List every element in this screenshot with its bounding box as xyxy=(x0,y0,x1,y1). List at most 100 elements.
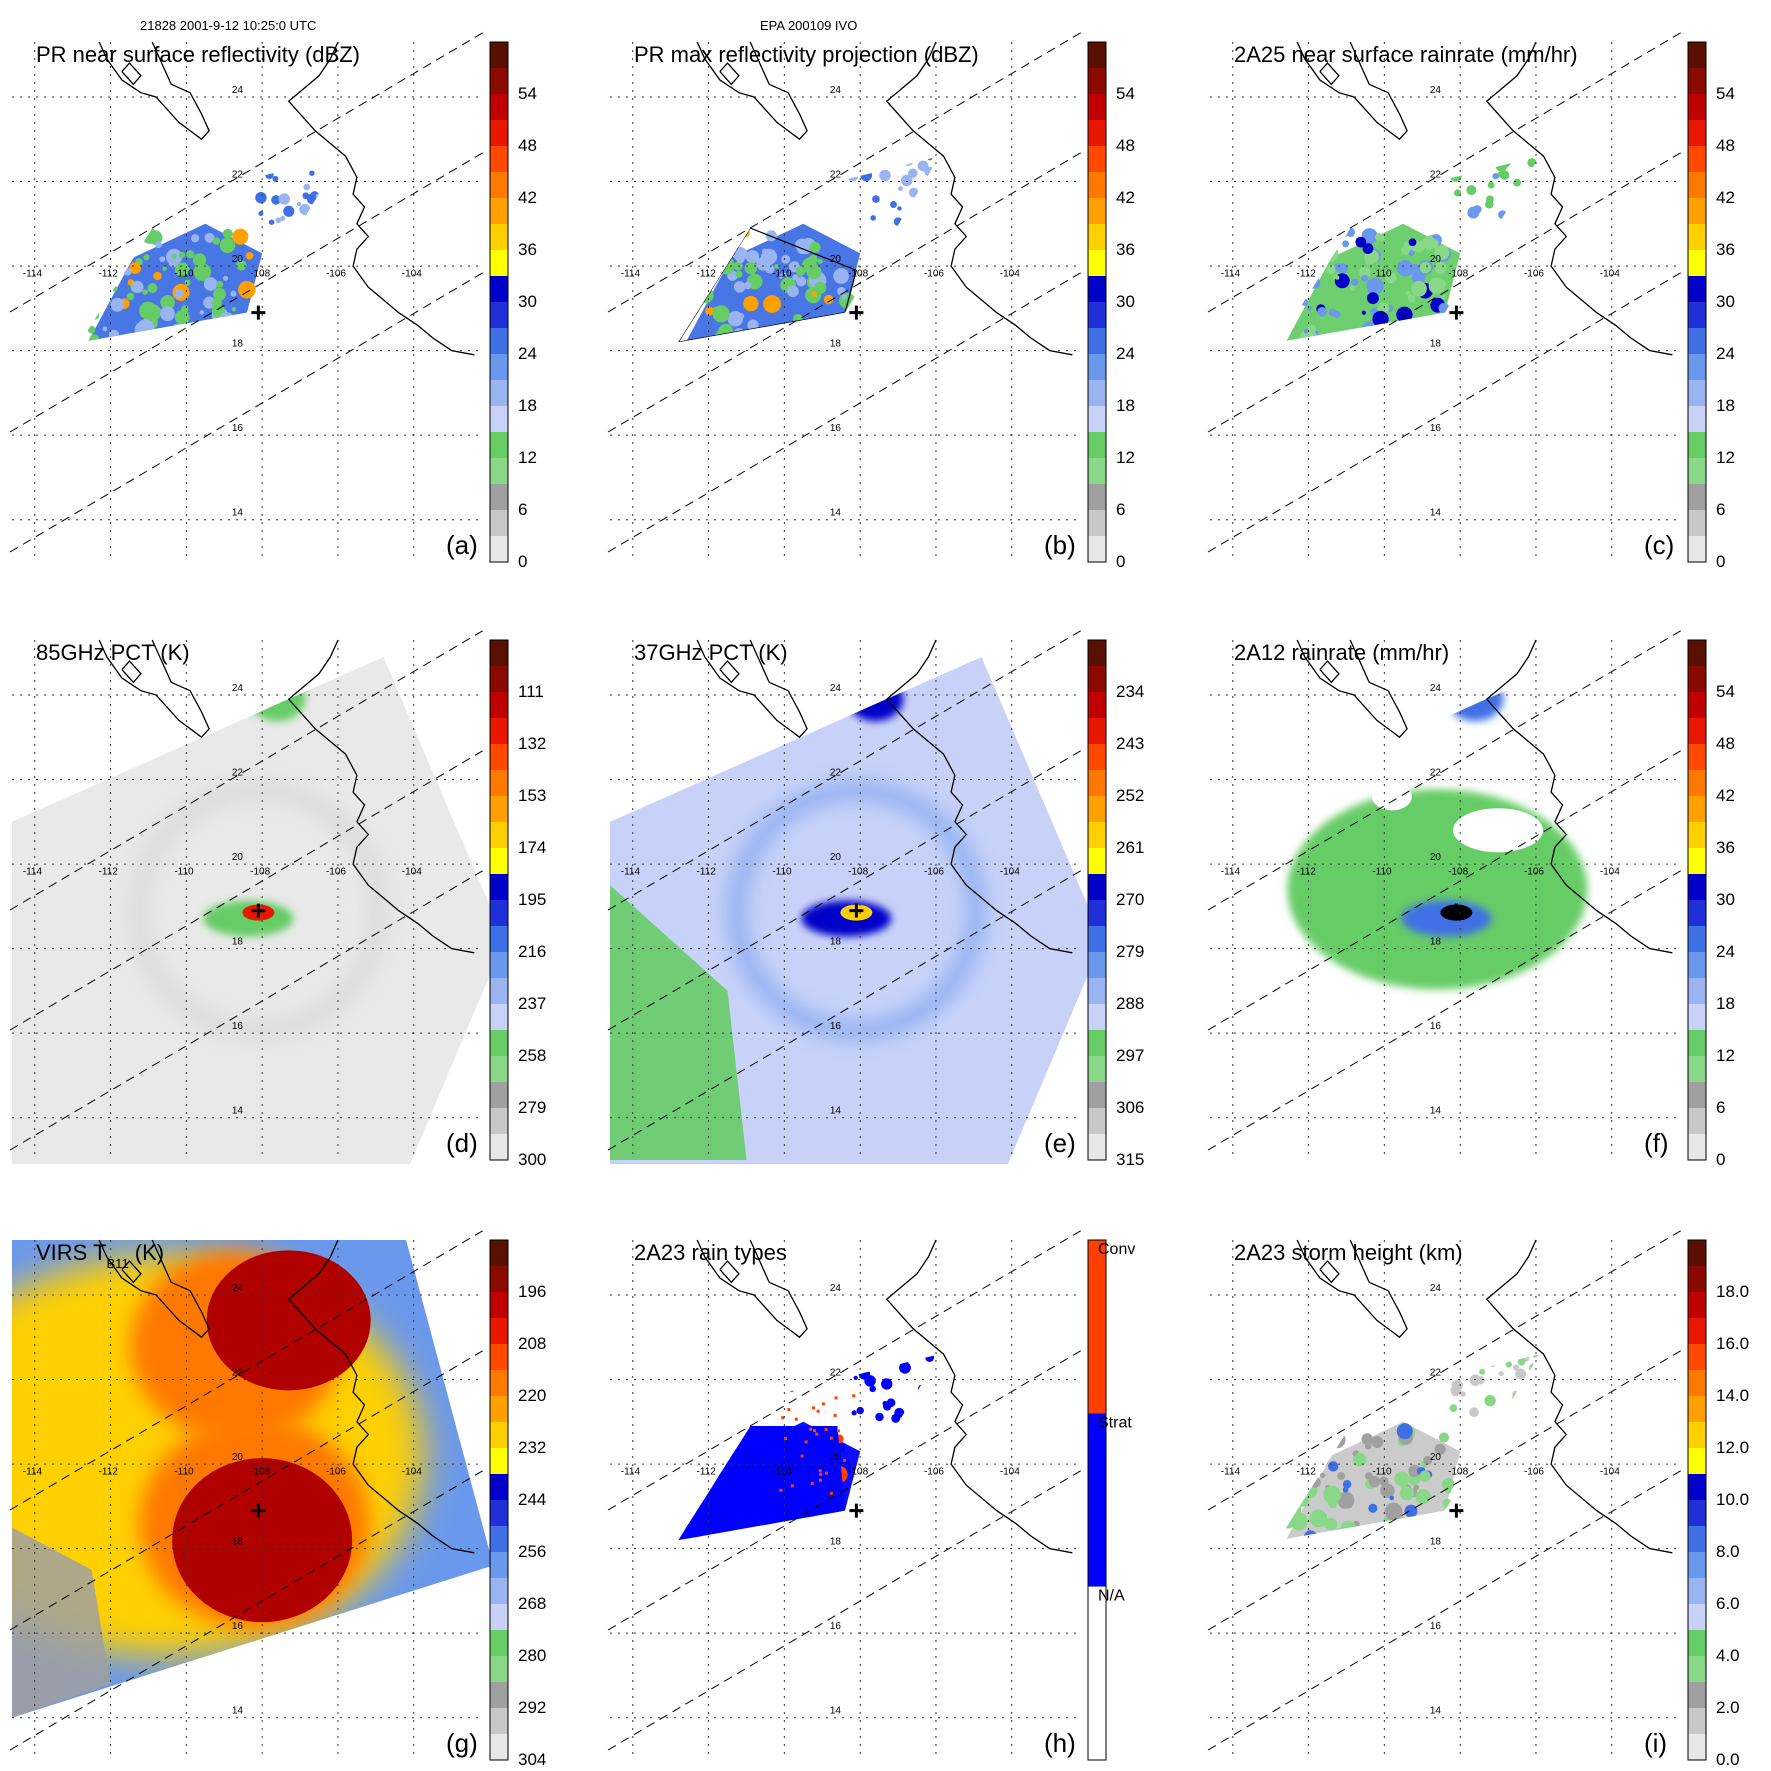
colorbar-bin xyxy=(1688,666,1706,693)
lon-label: -114 xyxy=(621,269,641,280)
rain-cell xyxy=(928,214,934,220)
colorbar-bin xyxy=(1688,744,1706,771)
rain-cell xyxy=(181,328,190,337)
colorbar-bin xyxy=(1688,458,1706,485)
colorbar-bin xyxy=(490,1292,508,1319)
lat-label: 14 xyxy=(1430,1106,1442,1117)
rain-cell xyxy=(1383,333,1388,338)
rain-cell xyxy=(219,237,236,253)
colorbar-bin xyxy=(490,1134,508,1161)
panel-e: -114 -112 -110 -108 -106 -104 24 22 20 18 16 14 37GH… xyxy=(607,629,1144,1169)
rain-cell xyxy=(1338,263,1349,274)
rain-cell xyxy=(1442,1498,1453,1509)
colorbar-bin xyxy=(1688,796,1706,823)
colorbar-bin xyxy=(1688,822,1706,849)
lon-label: -106 xyxy=(924,1467,944,1478)
rain-cell xyxy=(682,270,693,281)
rain-cell xyxy=(283,205,295,217)
colorbar-tick-label: 270 xyxy=(1116,890,1144,909)
colorbar-bin xyxy=(490,1318,508,1345)
rain-cell xyxy=(803,1518,814,1530)
colorbar-tick-label: 237 xyxy=(518,994,546,1013)
colorbar-tick-label: 18 xyxy=(1716,994,1735,1013)
colorbar-bin xyxy=(1088,666,1106,693)
swath-edge-line xyxy=(607,1349,1083,1631)
swath-edge-line xyxy=(9,1229,485,1511)
convective-pixel xyxy=(790,1389,794,1393)
rain-cell xyxy=(882,1400,888,1407)
rain-cell xyxy=(872,195,880,203)
rain-cell xyxy=(1466,185,1477,196)
rain-cell xyxy=(1324,335,1332,343)
convective-pixel xyxy=(813,1382,817,1386)
colorbar-bin xyxy=(490,120,508,147)
colorbar-bin xyxy=(490,302,508,329)
rain-cell xyxy=(1361,274,1369,283)
rain-cell xyxy=(698,1432,713,1446)
swath-edge-line xyxy=(9,749,485,1031)
lon-label: -108 xyxy=(848,269,868,280)
rain-cell xyxy=(186,250,195,259)
rain-cell xyxy=(1327,1461,1339,1472)
rain-cell xyxy=(1396,1423,1413,1440)
lat-label: 18 xyxy=(232,339,244,350)
colorbar-tick-label: 42 xyxy=(1716,786,1735,805)
rain-cell xyxy=(216,280,224,288)
panel-title-tail: (K) xyxy=(129,1240,164,1265)
colorbar-tick-label: 8.0 xyxy=(1716,1542,1740,1561)
colorbar-tick-label: 36 xyxy=(518,240,537,259)
rain-cell xyxy=(1325,1440,1334,1449)
colorbar-bin xyxy=(490,900,508,927)
colorbar-bin xyxy=(1688,1030,1706,1057)
panel-letter: (e) xyxy=(1044,1128,1076,1158)
rain-cell xyxy=(255,191,267,204)
panel-letter: (d) xyxy=(446,1128,478,1158)
rain-cell xyxy=(795,238,809,252)
colorbar-frame xyxy=(1087,41,1107,563)
rain-cell xyxy=(199,310,205,315)
rain-cell xyxy=(908,187,919,198)
rain-cell xyxy=(231,307,237,312)
rain-cell xyxy=(829,1519,846,1536)
colorbar-tick-label: 306 xyxy=(1116,1098,1144,1117)
rain-cell xyxy=(744,261,758,275)
colorbar-bin xyxy=(1088,744,1106,771)
convective-pixel xyxy=(788,1384,792,1388)
colorbar-bin xyxy=(1688,1708,1706,1735)
rain-cell xyxy=(738,312,745,320)
colorbar-bin xyxy=(1688,1056,1706,1083)
swath-field xyxy=(1280,156,1540,343)
no-rain-hole xyxy=(1371,782,1412,811)
lon-label: -110 xyxy=(772,269,792,280)
rain-cell xyxy=(1527,158,1537,168)
rain-cell xyxy=(309,170,315,176)
colorbar-bin xyxy=(1688,1448,1706,1475)
convective-pixel xyxy=(819,1472,823,1476)
colorbar-bin xyxy=(1688,354,1706,381)
rain-cell xyxy=(1438,302,1450,314)
colorbar-bin xyxy=(490,926,508,953)
rain-cell xyxy=(181,305,189,313)
coastline-path xyxy=(121,62,142,86)
rain-cell xyxy=(1318,248,1323,253)
coastline-path xyxy=(719,1260,740,1284)
lat-label: 14 xyxy=(1430,1706,1442,1717)
colorbar-tick-label: 304 xyxy=(518,1750,546,1769)
coastline-path xyxy=(287,41,475,356)
rain-cell xyxy=(273,156,280,163)
colorbar-bin xyxy=(490,770,508,797)
colorbar-tick-label: 54 xyxy=(1116,84,1135,103)
rain-cell xyxy=(1454,189,1462,197)
rain-cell xyxy=(833,268,850,284)
panel-letter: (a) xyxy=(446,530,478,560)
panel-d: -114 -112 -110 -108 -106 -104 24 22 20 18 16 14 85GH… xyxy=(9,629,546,1169)
panel-f: -114 -112 -110 -108 -106 -104 24 22 20 18 16 14 2A12… xyxy=(1207,629,1735,1169)
rain-cell xyxy=(881,1378,893,1390)
colorbar-tick-label: 243 xyxy=(1116,734,1144,753)
panel-title: 2A23 rain types xyxy=(634,1240,787,1265)
rain-cell xyxy=(88,306,98,316)
rain-cell xyxy=(924,1413,936,1425)
rain-cell xyxy=(1284,1445,1297,1459)
colorbar-bin xyxy=(1088,42,1106,69)
coastline-path xyxy=(1319,660,1340,684)
